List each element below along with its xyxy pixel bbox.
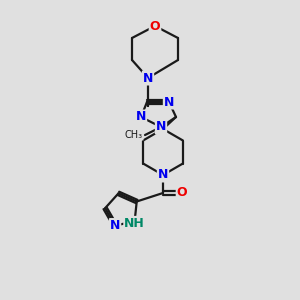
Text: N: N	[158, 169, 168, 182]
Text: N: N	[143, 71, 153, 85]
Text: O: O	[177, 187, 187, 200]
Text: N: N	[136, 110, 146, 124]
Text: N: N	[156, 121, 166, 134]
Text: N: N	[164, 95, 174, 109]
Text: CH₃: CH₃	[125, 130, 143, 140]
Text: O: O	[150, 20, 160, 32]
Text: N: N	[110, 219, 120, 232]
Text: NH: NH	[124, 217, 145, 230]
